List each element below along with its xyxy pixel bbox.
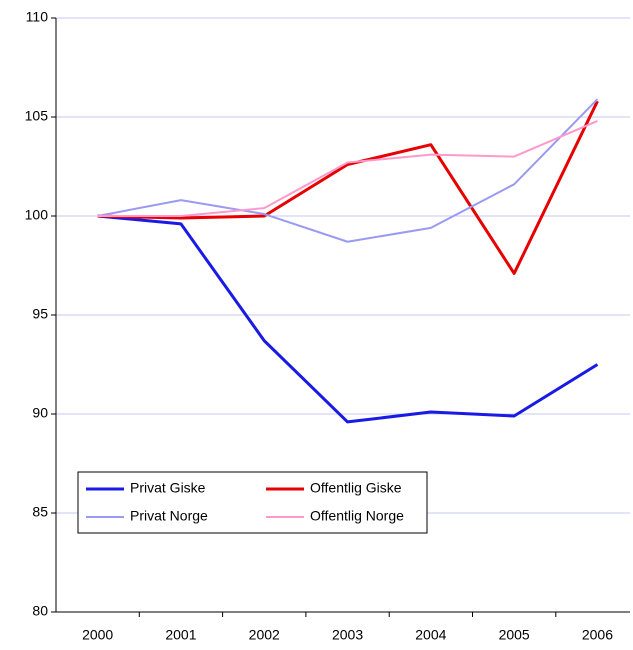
y-tick-label: 80 [32, 603, 48, 619]
y-tick-label: 90 [32, 405, 48, 421]
series-line [97, 214, 599, 424]
y-tick-label: 85 [32, 504, 48, 520]
legend-label: Offentlig Norge [310, 508, 404, 524]
legend-label: Privat Norge [130, 508, 208, 524]
legend-label: Offentlig Giske [310, 480, 402, 496]
x-tick-label: 2003 [332, 627, 363, 643]
y-tick-label: 105 [25, 108, 49, 124]
x-tick-label: 2002 [249, 627, 280, 643]
x-tick-label: 2005 [499, 627, 530, 643]
series-line [97, 98, 599, 243]
y-tick-label: 110 [26, 9, 49, 25]
legend-label: Privat Giske [130, 480, 206, 496]
y-tick-label: 100 [25, 207, 49, 223]
x-tick-label: 2004 [415, 627, 446, 643]
series-line [97, 100, 599, 275]
x-tick-label: 2006 [582, 627, 613, 643]
x-tick-label: 2001 [165, 627, 196, 643]
legend-box [77, 471, 428, 534]
y-tick-label: 95 [32, 306, 48, 322]
series-line [97, 120, 598, 217]
x-tick-label: 2000 [82, 627, 113, 643]
